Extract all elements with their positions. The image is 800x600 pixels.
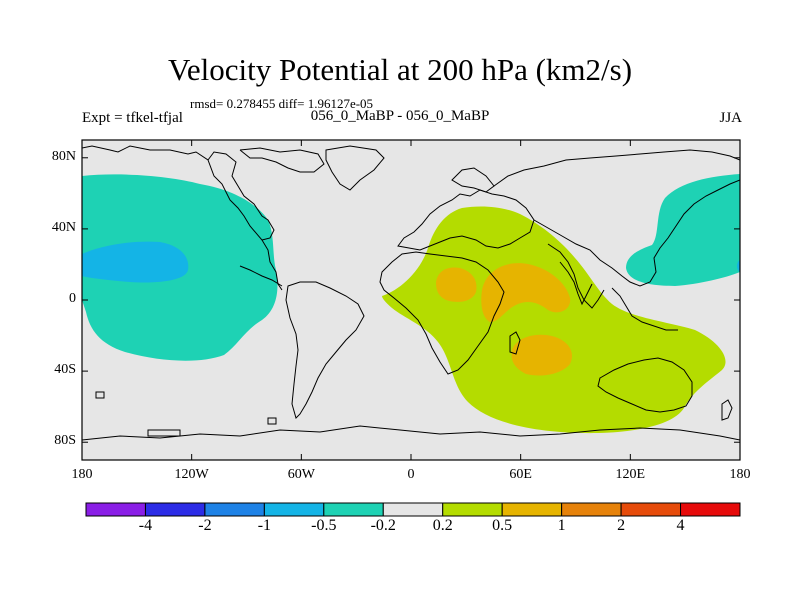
- colorbar-swatch: [323, 502, 384, 517]
- coastline-india: [559, 261, 593, 306]
- coastline-small-islands: [95, 391, 277, 437]
- positive-core-north-africa: [436, 267, 477, 302]
- colorbar-tick-label: -0.5: [311, 517, 337, 534]
- coastline-southeast-asia: [611, 287, 678, 331]
- colorbar-swatch: [382, 502, 444, 517]
- colorbar-swatch: [680, 502, 741, 517]
- lon-tick-label: 120E: [615, 467, 646, 482]
- positive-core-arabia: [481, 263, 571, 322]
- colorbar-tick-label: 0.5: [492, 517, 513, 534]
- coastline-central-america: [239, 265, 283, 287]
- run-comparison-label: 056_0_MaBP - 056_0_MaBP: [310, 108, 490, 124]
- colorbar-swatch: [561, 502, 622, 517]
- colorbar-tick-label: -0.2: [370, 517, 396, 534]
- colorbar-tick-label: 1: [557, 517, 566, 534]
- colorbar-swatch: [204, 502, 265, 517]
- colorbar-swatch: [85, 502, 146, 517]
- contour-fills: [82, 174, 740, 434]
- rmsd-diff-stats: rmsd= 0.278455 diff= 1.96127e-05: [190, 96, 374, 111]
- lon-tick-label: 0: [407, 467, 415, 482]
- colorbar-tick-label: -2: [198, 517, 212, 534]
- lat-tick-label: 40N: [51, 219, 76, 235]
- map-panel: [81, 139, 741, 461]
- positive-region-africa-indian-ocean: [382, 206, 726, 434]
- lon-tick-label: 60W: [287, 467, 315, 482]
- experiment-label: Expt = tfkel-tfjal: [82, 110, 183, 126]
- lon-tick-label: 60E: [509, 467, 532, 482]
- longitude-ticks: [81, 140, 741, 460]
- negative-core-east-pacific: [737, 260, 740, 272]
- latitude-ticks: [82, 157, 740, 443]
- colorbar-tick-label: -1: [257, 517, 272, 534]
- lat-tick-label: 0: [69, 291, 76, 306]
- lat-tick-label: 80S: [54, 433, 76, 449]
- lon-tick-label: 120W: [174, 467, 209, 482]
- colorbar-swatch: [620, 502, 682, 517]
- colorbar-swatch: [501, 502, 563, 517]
- colorbar-swatch: [144, 502, 206, 517]
- coastline-new-zealand: [721, 399, 733, 421]
- coastline-australia: [597, 357, 693, 413]
- colorbar-swatch: [263, 502, 325, 517]
- lon-tick-label: 180: [71, 467, 93, 482]
- coastline-europe: [397, 189, 535, 251]
- colorbar-tick-label: 2: [617, 517, 626, 534]
- coastline-antarctica: [82, 425, 740, 441]
- lon-tick-label: 180: [729, 467, 751, 482]
- coastlines: [82, 145, 740, 441]
- coastline-canadian-arctic: [239, 147, 325, 173]
- colorbar-tick-label: -4: [138, 517, 153, 534]
- coastline-africa: [379, 251, 505, 375]
- colorbar-tick-label: 0.2: [432, 517, 453, 534]
- colorbar-tick-label: 4: [676, 517, 685, 534]
- colorbar: [85, 502, 741, 517]
- season-label: JJA: [719, 110, 742, 126]
- coastline-madagascar: [509, 331, 521, 355]
- colorbar-swatch: [442, 502, 503, 517]
- coastline-greenland: [325, 145, 385, 191]
- coastline-north-america: [82, 145, 283, 291]
- coastline-south-america: [285, 281, 365, 419]
- lat-tick-label: 40S: [54, 362, 76, 378]
- coastline-asia: [493, 149, 740, 309]
- lat-tick-label: 80N: [51, 148, 76, 164]
- plot-title: Velocity Potential at 200 hPa (km2/s): [167, 52, 633, 87]
- negative-core-west-pacific: [82, 241, 189, 283]
- positive-core-south-indian-ocean: [511, 334, 572, 376]
